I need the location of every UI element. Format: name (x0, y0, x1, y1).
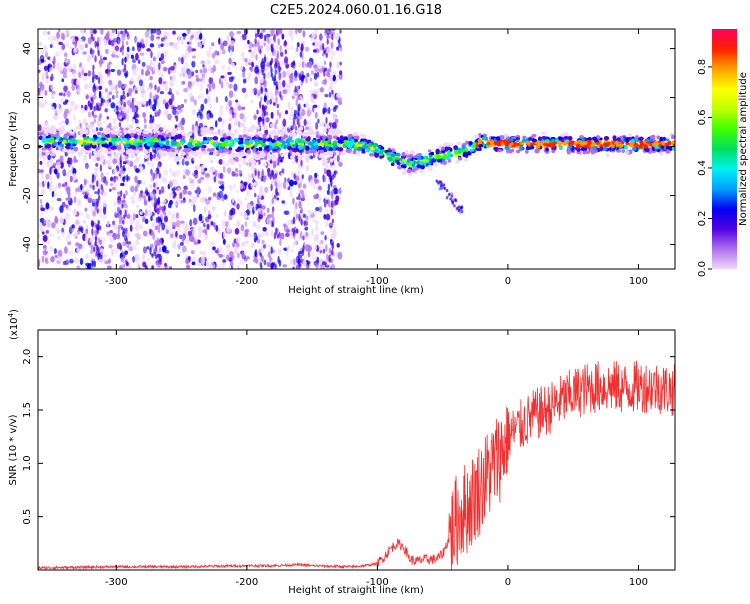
colorbar-tick-label: 0.4 (697, 160, 708, 176)
x-tick-label: -300 (105, 577, 128, 588)
colorbar-tick-label: 0.6 (697, 109, 708, 125)
y-tick-label: 0 (22, 143, 33, 149)
y-tick-label: 0.5 (22, 509, 33, 525)
x-tick-label: 100 (629, 577, 648, 588)
colorbar-tick-label: 0.8 (697, 59, 708, 75)
colorbar-label: Normalized spectral amplitude (738, 72, 749, 226)
x-tick-label: 0 (505, 577, 511, 588)
y-tick-label: 40 (22, 42, 33, 55)
figure-title: C2E5.2024.060.01.16.G18 (270, 3, 442, 18)
colorbar-tick-label: 0.2 (697, 211, 708, 227)
y-tick-label: 20 (22, 91, 33, 104)
x-tick-label: -200 (236, 276, 259, 287)
colorbar-gradient (712, 29, 737, 269)
snr-scale-label: (x104) (7, 309, 20, 340)
x-tick-label: -300 (105, 276, 128, 287)
colorbar-tick-label: 0.0 (697, 261, 708, 277)
spectrogram-y-label: Frequency (Hz) (8, 111, 19, 187)
spectrogram-heatmap (36, 26, 677, 273)
x-tick-label: -200 (236, 577, 259, 588)
x-tick-label: 100 (629, 276, 648, 287)
y-tick-label: 2.0 (22, 349, 33, 365)
snr-x-label: Height of straight line (km) (288, 585, 424, 596)
snr-line-layer (38, 361, 675, 570)
spectrogram-x-label: Height of straight line (km) (288, 285, 424, 296)
x-tick-label: 0 (505, 276, 511, 287)
colorbar: 0.0 0.2 0.4 0.6 0.8 Normalized spectral ampl… (697, 29, 749, 277)
y-tick-label: -40 (22, 236, 33, 252)
snr-y-label: SNR (10 * v/v) (8, 414, 19, 485)
y-tick-label: 1.0 (22, 455, 33, 471)
y-tick-label: -20 (22, 187, 33, 203)
colorbar-ticks: 0.0 0.2 0.4 0.6 0.8 (697, 59, 712, 277)
snr-series-line (38, 361, 675, 570)
y-tick-label: 1.5 (22, 402, 33, 418)
snr-frame (38, 330, 675, 570)
